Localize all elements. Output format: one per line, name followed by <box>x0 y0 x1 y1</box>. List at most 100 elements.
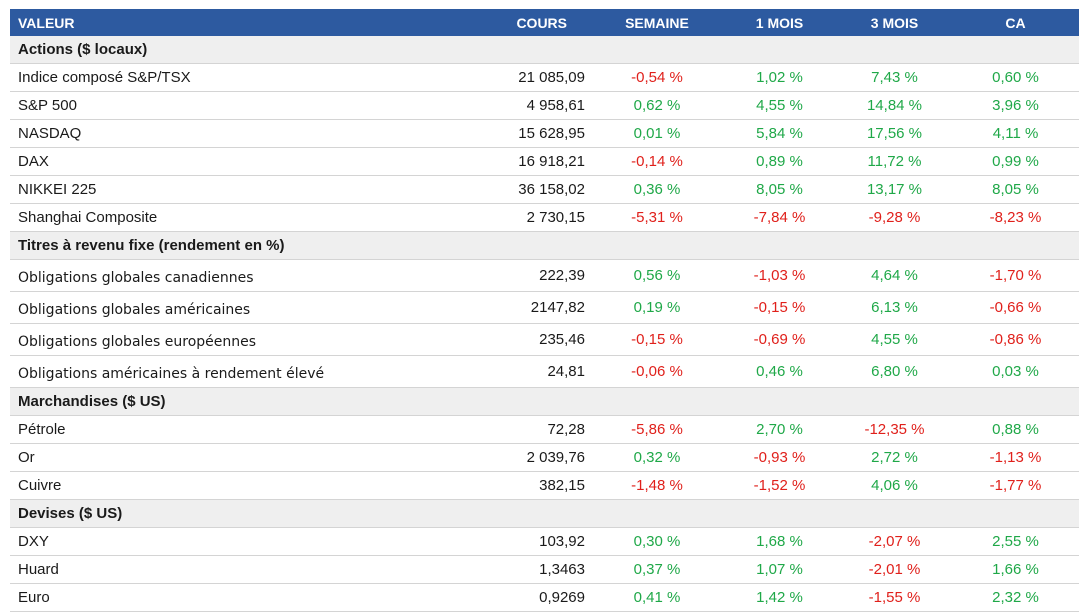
ytd-change-cell: 4,11 % <box>952 119 1079 148</box>
three-month-change-cell: 4,06 % <box>837 471 952 500</box>
table-row: S&P 500 4 958,61 0,62 % 4,55 % 14,84 % 3,96 % <box>10 91 1079 120</box>
one-month-change-cell: 5,84 % <box>722 119 837 148</box>
header-valeur: VALEUR <box>18 14 75 31</box>
section-row: Titres à revenu fixe (rendement en %) <box>10 231 1079 260</box>
three-month-change-cell: 14,84 % <box>837 91 952 120</box>
ytd-change-cell: 0,88 % <box>952 415 1079 444</box>
ytd-change-cell: 0,03 % <box>952 355 1079 388</box>
header-cours: COURS <box>516 14 567 31</box>
price-cell: 2 039,76 <box>392 443 592 472</box>
price-cell: 16 918,21 <box>392 147 592 176</box>
three-month-change-cell: -1,55 % <box>837 583 952 612</box>
section-title: Titres à revenu fixe (rendement en %) <box>10 231 1079 260</box>
table-row: DAX 16 918,21 -0,14 % 0,89 % 11,72 % 0,99 % <box>10 147 1079 176</box>
week-change-cell: 0,32 % <box>592 443 722 472</box>
section-title: Devises ($ US) <box>10 499 1079 528</box>
security-name: Pétrole <box>10 415 392 444</box>
market-summary-table: VALEUR COURS SEMAINE 1 MOIS 3 MOIS CA Ac… <box>10 9 1079 612</box>
table-row: Obligations globales canadiennes 222,39 0,… <box>10 259 1079 292</box>
section-title: Actions ($ locaux) <box>10 36 1079 64</box>
price-cell: 235,46 <box>392 323 592 356</box>
three-month-change-cell: 4,64 % <box>837 259 952 292</box>
one-month-change-cell: 1,02 % <box>722 63 837 92</box>
security-name: NIKKEI 225 <box>10 175 392 204</box>
one-month-change-cell: -1,03 % <box>722 259 837 292</box>
week-change-cell: -0,14 % <box>592 147 722 176</box>
header-semaine: SEMAINE <box>625 14 689 31</box>
three-month-change-cell: 4,55 % <box>837 323 952 356</box>
price-cell: 24,81 <box>392 355 592 388</box>
one-month-change-cell: -0,69 % <box>722 323 837 356</box>
price-cell: 72,28 <box>392 415 592 444</box>
header-ca: CA <box>1005 14 1026 31</box>
ytd-change-cell: 0,60 % <box>952 63 1079 92</box>
security-name: Indice composé S&P/TSX <box>10 63 392 92</box>
security-name: Cuivre <box>10 471 392 500</box>
one-month-change-cell: 1,42 % <box>722 583 837 612</box>
header-3-mois: 3 MOIS <box>870 14 919 31</box>
security-name: DXY <box>10 527 392 556</box>
ytd-change-cell: -0,86 % <box>952 323 1079 356</box>
security-name: Obligations globales européennes <box>10 323 392 356</box>
price-cell: 0,9269 <box>392 583 592 612</box>
week-change-cell: 0,62 % <box>592 91 722 120</box>
header-1-mois: 1 MOIS <box>755 14 804 31</box>
three-month-change-cell: -2,07 % <box>837 527 952 556</box>
three-month-change-cell: -12,35 % <box>837 415 952 444</box>
week-change-cell: 0,56 % <box>592 259 722 292</box>
table-row: Euro 0,9269 0,41 % 1,42 % -1,55 % 2,32 % <box>10 583 1079 612</box>
price-cell: 103,92 <box>392 527 592 556</box>
three-month-change-cell: -2,01 % <box>837 555 952 584</box>
security-name: Obligations globales canadiennes <box>10 259 392 292</box>
one-month-change-cell: 0,46 % <box>722 355 837 388</box>
one-month-change-cell: 2,70 % <box>722 415 837 444</box>
week-change-cell: -5,31 % <box>592 203 722 232</box>
price-cell: 1,3463 <box>392 555 592 584</box>
ytd-change-cell: -1,70 % <box>952 259 1079 292</box>
table-row: Shanghai Composite 2 730,15 -5,31 % -7,84 %… <box>10 203 1079 232</box>
table-row: Cuivre 382,15 -1,48 % -1,52 % 4,06 % -1,77 % <box>10 471 1079 500</box>
security-name: S&P 500 <box>10 91 392 120</box>
week-change-cell: -5,86 % <box>592 415 722 444</box>
security-name: NASDAQ <box>10 119 392 148</box>
table-row: Indice composé S&P/TSX 21 085,09 -0,54 % 1,… <box>10 63 1079 92</box>
ytd-change-cell: 2,55 % <box>952 527 1079 556</box>
one-month-change-cell: -1,52 % <box>722 471 837 500</box>
ytd-change-cell: 2,32 % <box>952 583 1079 612</box>
security-name: Obligations globales américaines <box>10 291 392 324</box>
price-cell: 382,15 <box>392 471 592 500</box>
header-row: VALEUR COURS SEMAINE 1 MOIS 3 MOIS CA <box>10 9 1079 36</box>
section-title: Marchandises ($ US) <box>10 387 1079 416</box>
one-month-change-cell: -7,84 % <box>722 203 837 232</box>
one-month-change-cell: 1,68 % <box>722 527 837 556</box>
table-header: VALEUR COURS SEMAINE 1 MOIS 3 MOIS CA <box>10 9 1079 36</box>
price-cell: 36 158,02 <box>392 175 592 204</box>
one-month-change-cell: 1,07 % <box>722 555 837 584</box>
section-row: Devises ($ US) <box>10 499 1079 528</box>
three-month-change-cell: 7,43 % <box>837 63 952 92</box>
ytd-change-cell: -1,13 % <box>952 443 1079 472</box>
price-cell: 2147,82 <box>392 291 592 324</box>
section-row: Marchandises ($ US) <box>10 387 1079 416</box>
ytd-change-cell: -0,66 % <box>952 291 1079 324</box>
three-month-change-cell: 6,80 % <box>837 355 952 388</box>
table-row: Obligations globales européennes 235,46 -0… <box>10 323 1079 356</box>
three-month-change-cell: 13,17 % <box>837 175 952 204</box>
price-cell: 15 628,95 <box>392 119 592 148</box>
ytd-change-cell: -1,77 % <box>952 471 1079 500</box>
three-month-change-cell: -9,28 % <box>837 203 952 232</box>
security-name: Euro <box>10 583 392 612</box>
table-row: Huard 1,3463 0,37 % 1,07 % -2,01 % 1,66 % <box>10 555 1079 584</box>
week-change-cell: -0,54 % <box>592 63 722 92</box>
week-change-cell: -0,06 % <box>592 355 722 388</box>
one-month-change-cell: -0,93 % <box>722 443 837 472</box>
security-name: DAX <box>10 147 392 176</box>
table-row: Obligations américaines à rendement élev… <box>10 355 1079 388</box>
price-cell: 222,39 <box>392 259 592 292</box>
ytd-change-cell: 0,99 % <box>952 147 1079 176</box>
one-month-change-cell: 4,55 % <box>722 91 837 120</box>
week-change-cell: 0,19 % <box>592 291 722 324</box>
table-row: NIKKEI 225 36 158,02 0,36 % 8,05 % 13,17 % 8,… <box>10 175 1079 204</box>
week-change-cell: 0,37 % <box>592 555 722 584</box>
security-name: Huard <box>10 555 392 584</box>
